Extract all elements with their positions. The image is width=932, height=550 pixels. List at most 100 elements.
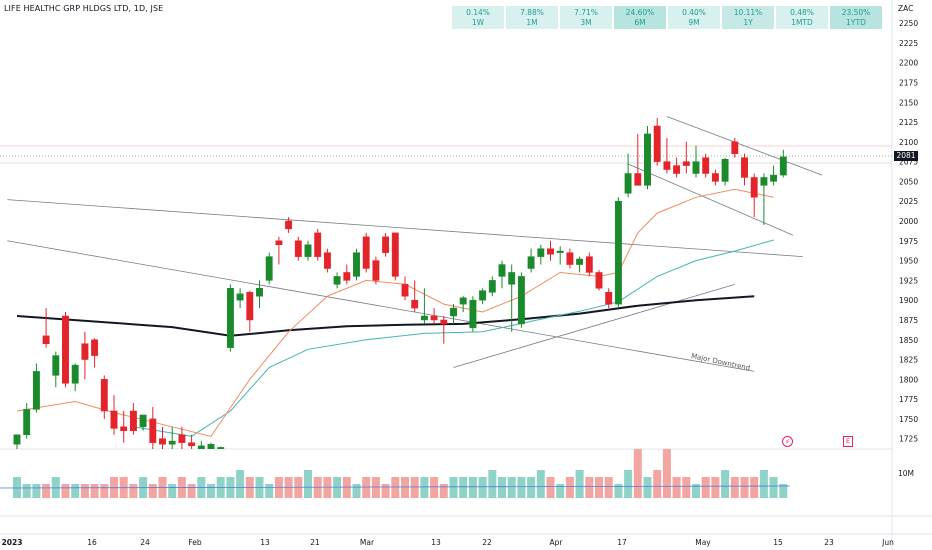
volume-bar	[13, 477, 21, 498]
candle-body	[188, 442, 196, 447]
candle-body	[149, 418, 157, 443]
candle-body	[13, 434, 21, 445]
time-axis-ticks: 2023 16 24 Feb 13 21 Mar 13 22 Apr 17 May 15 23 Jun	[2, 538, 895, 547]
perf-1ytd[interactable]: 23.50% 1YTD	[830, 6, 882, 29]
earnings-icon[interactable]: E	[843, 436, 853, 447]
candle-body	[178, 434, 186, 443]
perf-value: 0.14%	[466, 8, 490, 17]
price-tick-label: 1775	[899, 395, 918, 404]
candle-body	[256, 288, 263, 297]
candle-body	[711, 173, 719, 182]
volume-bar	[701, 477, 710, 498]
price-tick-label: 2075	[899, 158, 918, 167]
candle-body	[391, 232, 399, 277]
perf-period: 6M	[634, 18, 646, 27]
candle-body	[207, 444, 215, 449]
trendline	[453, 283, 735, 368]
perf-3m[interactable]: 7.71% 3M	[560, 6, 612, 29]
volume-bar	[381, 484, 390, 498]
perf-9m[interactable]: 0.40% 9M	[668, 6, 720, 29]
volume-bar	[507, 477, 516, 498]
price-tick-label: 2250	[899, 19, 918, 28]
volume-bar	[430, 477, 439, 498]
candle-body	[673, 165, 681, 174]
candle-body	[508, 272, 516, 285]
chart-background	[0, 0, 892, 550]
volume-bar	[759, 470, 768, 498]
candle-body	[527, 256, 535, 269]
candle-body	[459, 297, 467, 305]
volume-bar	[439, 484, 448, 498]
flash-icon[interactable]: ⚡	[782, 436, 793, 447]
price-tick-label: 1975	[899, 237, 918, 246]
volume-bar	[42, 484, 51, 498]
volume-bar	[410, 477, 419, 498]
volume-bar	[575, 470, 584, 498]
perf-1y[interactable]: 10.11% 1Y	[722, 6, 774, 29]
volume-axis-label: 10M	[898, 469, 915, 478]
volume-bar	[100, 484, 109, 498]
candle-body	[576, 258, 584, 265]
volume-bar	[730, 477, 739, 498]
candle-body	[139, 414, 147, 428]
time-tick-label: May	[695, 538, 711, 547]
time-tick-label: Jun	[881, 538, 894, 547]
price-tick-label: 2000	[899, 217, 918, 226]
volume-bar	[662, 449, 671, 498]
moving-average-line	[133, 239, 774, 437]
candle-body	[488, 280, 496, 293]
candle-body	[430, 315, 438, 321]
candle-body	[362, 236, 370, 269]
perf-value: 7.71%	[574, 8, 598, 17]
perf-period: 1MTD	[791, 18, 813, 27]
perf-6m[interactable]: 24.60% 6M	[614, 6, 666, 29]
price-tick-label: 1950	[899, 257, 918, 266]
candle-body	[498, 264, 506, 277]
candle-body	[760, 177, 768, 186]
price-tick-label: 2175	[899, 78, 918, 87]
candle-body	[721, 159, 729, 182]
candle-body	[120, 426, 128, 432]
time-tick-label: Apr	[550, 538, 564, 547]
price-tick-label: 2125	[899, 118, 918, 127]
candle-body	[653, 125, 661, 162]
candle-body	[159, 438, 166, 445]
candle-body	[692, 161, 700, 174]
volume-bar	[236, 470, 245, 498]
time-tick-label: 17	[617, 538, 627, 547]
volume-bar	[449, 477, 458, 498]
volume-bar	[633, 449, 642, 498]
candle-body	[644, 133, 651, 186]
candle-body	[624, 173, 632, 194]
moving-average-line	[16, 188, 774, 437]
time-tick-label: 24	[140, 538, 150, 547]
candle-body	[353, 252, 360, 277]
volume-bar	[420, 477, 429, 498]
perf-1m[interactable]: 7.88% 1M	[506, 6, 558, 29]
time-tick-label: 23	[824, 538, 834, 547]
candle-body	[585, 256, 593, 273]
candle-body	[634, 173, 642, 186]
price-axis-ticks: 2250 2225 2200 2175 2150 2125 2100 2075 2050 2025…	[899, 19, 918, 444]
candle-body	[304, 244, 312, 257]
volume-bar	[565, 477, 574, 498]
perf-1w[interactable]: 0.14% 1W	[452, 6, 504, 29]
volume-bar	[517, 477, 526, 498]
volume-bar	[90, 484, 99, 498]
volume-bar	[556, 484, 565, 498]
candle-body	[226, 288, 234, 348]
candle-body	[265, 256, 273, 281]
volume-average-line	[0, 485, 791, 489]
perf-1mtd[interactable]: 0.48% 1MTD	[776, 6, 828, 29]
candle-body	[556, 250, 564, 253]
perf-value: 23.50%	[841, 8, 871, 17]
perf-value: 0.40%	[682, 8, 706, 17]
volume-bar	[750, 477, 759, 498]
trendline	[627, 163, 794, 236]
perf-period: 3M	[580, 18, 592, 27]
volume-bar	[304, 470, 312, 498]
candle-body	[91, 339, 99, 356]
volume-bar	[779, 484, 788, 498]
price-tick-label: 2150	[899, 98, 918, 107]
